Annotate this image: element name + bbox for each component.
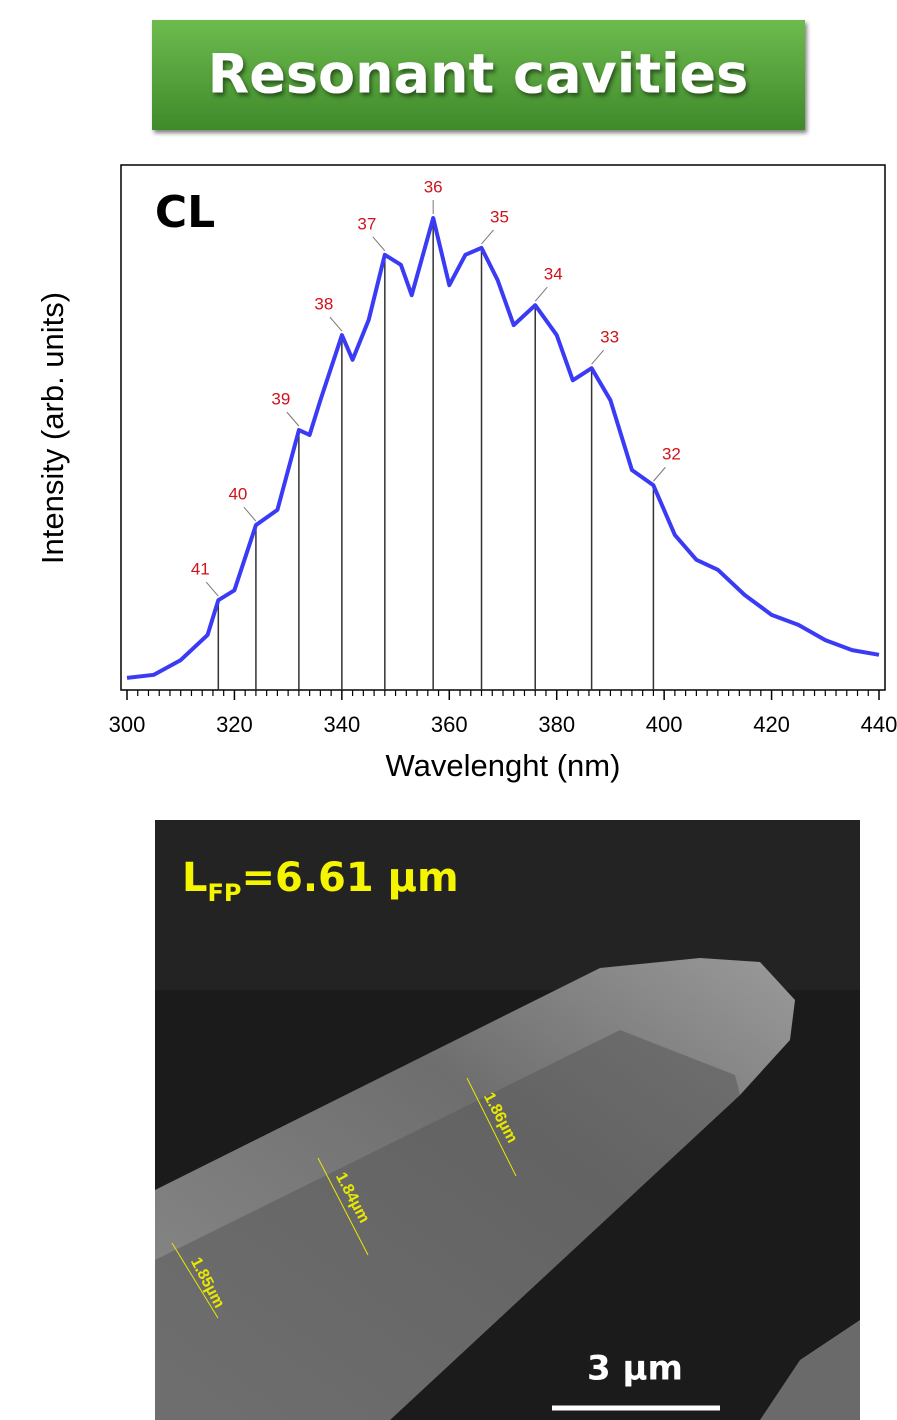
x-tick-label: 320 — [216, 712, 253, 737]
mode-leader — [372, 236, 386, 252]
mode-label: 37 — [357, 214, 376, 233]
x-tick-label: 380 — [538, 712, 575, 737]
length-sub: FP — [208, 879, 242, 907]
scale-bar-label: 3 µm — [587, 1349, 683, 1389]
mode-label: 41 — [191, 560, 210, 579]
plot-frame — [120, 164, 886, 691]
mode-label: 34 — [544, 265, 563, 284]
length-label: LFP=6.61 µm — [182, 855, 459, 907]
x-axis-label: Wavelenght (nm) — [386, 748, 621, 783]
mode-label: 32 — [662, 445, 681, 464]
mode-label: 39 — [271, 390, 290, 409]
mode-leader — [286, 411, 300, 427]
mode-leader — [591, 349, 605, 365]
spectrum-line — [126, 216, 880, 680]
panel-label: CL — [155, 187, 215, 238]
length-rest: =6.61 µm — [241, 855, 458, 901]
mode-label: 35 — [490, 207, 509, 226]
title-banner — [152, 20, 805, 130]
x-tick-label: 340 — [323, 712, 360, 737]
x-tick-label: 420 — [753, 712, 790, 737]
mode-leader — [329, 316, 343, 332]
chart: 300 320 340 360 380 400 420 440 41 40 39 38 37 36 35 34… — [109, 178, 897, 737]
x-tick-label: 440 — [861, 712, 897, 737]
mode-label: 36 — [424, 178, 443, 197]
y-axis-label: Intensity (arb. units) — [35, 292, 70, 564]
length-main: L — [182, 855, 208, 901]
title: Resonant cavities — [208, 43, 749, 106]
x-tick-label: 300 — [109, 712, 146, 737]
mode-leader — [481, 229, 494, 245]
mode-label: 33 — [600, 328, 619, 347]
mode-label: 38 — [314, 295, 333, 314]
mode-leader — [243, 506, 257, 522]
x-tick-label: 360 — [431, 712, 468, 737]
mode-leader — [534, 286, 548, 302]
mode-leader — [653, 466, 666, 482]
mode-leader — [205, 581, 219, 597]
x-tick-label: 400 — [646, 712, 683, 737]
sem-image: 1.86µm 1.84µm 1.85µm LFP=6.61 µm 3 µm — [155, 820, 860, 1420]
mode-label: 40 — [228, 485, 247, 504]
